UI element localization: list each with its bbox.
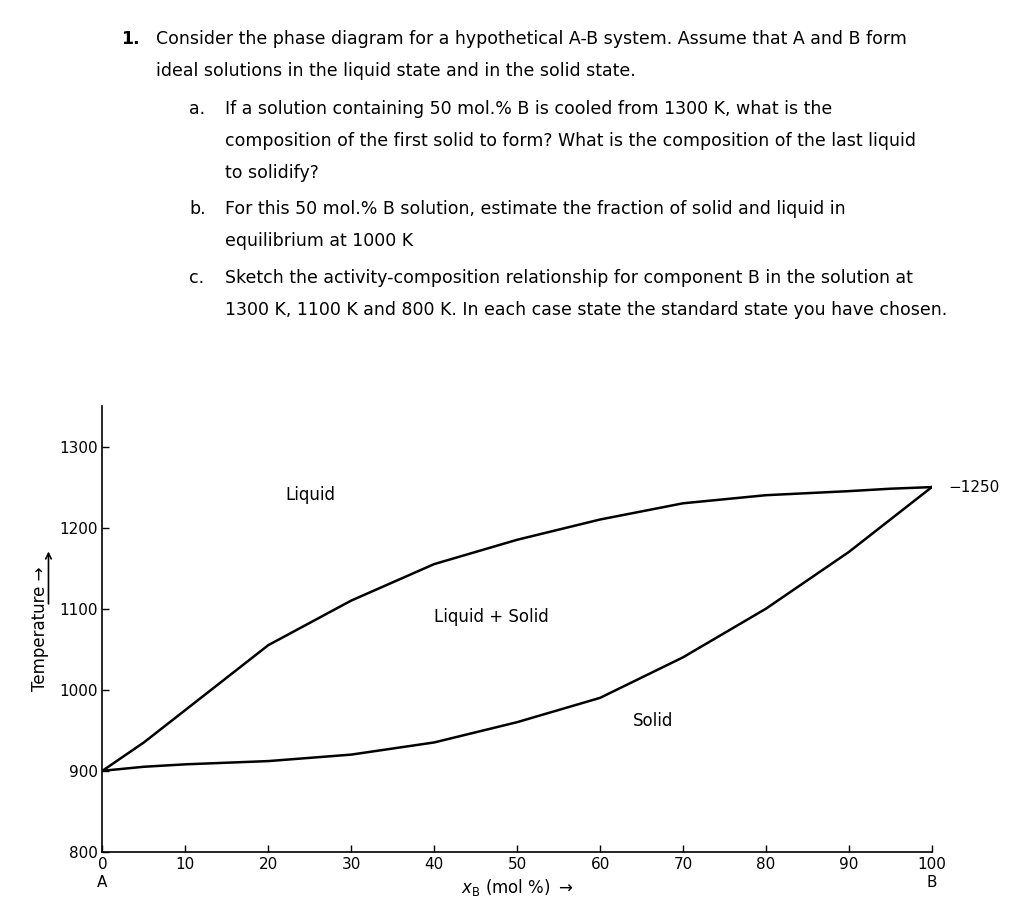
Text: composition of the first solid to form? What is the composition of the last liqu: composition of the first solid to form? … bbox=[225, 132, 916, 150]
Text: Sketch the activity-composition relationship for component B in the solution at: Sketch the activity-composition relation… bbox=[225, 268, 913, 287]
X-axis label: $x_\mathrm{B}$ (mol %) $\rightarrow$: $x_\mathrm{B}$ (mol %) $\rightarrow$ bbox=[461, 878, 573, 899]
Text: 1300 K, 1100 K and 800 K. In each case state the standard state you have chosen.: 1300 K, 1100 K and 800 K. In each case s… bbox=[225, 300, 947, 319]
Text: to solidify?: to solidify? bbox=[225, 164, 319, 182]
Text: 1.: 1. bbox=[121, 30, 139, 48]
Text: Liquid + Solid: Liquid + Solid bbox=[434, 608, 549, 626]
Text: Solid: Solid bbox=[633, 712, 674, 729]
Text: Liquid: Liquid bbox=[285, 486, 335, 504]
Text: A: A bbox=[97, 875, 108, 889]
Text: a.: a. bbox=[189, 100, 206, 118]
Text: If a solution containing 50 mol.% B is cooled from 1300 K, what is the: If a solution containing 50 mol.% B is c… bbox=[225, 100, 833, 118]
Text: c.: c. bbox=[189, 268, 205, 287]
Text: For this 50 mol.% B solution, estimate the fraction of solid and liquid in: For this 50 mol.% B solution, estimate t… bbox=[225, 201, 846, 218]
Text: ideal solutions in the liquid state and in the solid state.: ideal solutions in the liquid state and … bbox=[157, 62, 636, 80]
Text: b.: b. bbox=[189, 201, 206, 218]
Text: Consider the phase diagram for a hypothetical A-B system. Assume that A and B fo: Consider the phase diagram for a hypothe… bbox=[157, 30, 907, 48]
Text: −1250: −1250 bbox=[948, 480, 999, 495]
Text: B: B bbox=[927, 875, 937, 889]
Text: Temperature →: Temperature → bbox=[31, 567, 49, 692]
Text: equilibrium at 1000 K: equilibrium at 1000 K bbox=[225, 233, 414, 250]
